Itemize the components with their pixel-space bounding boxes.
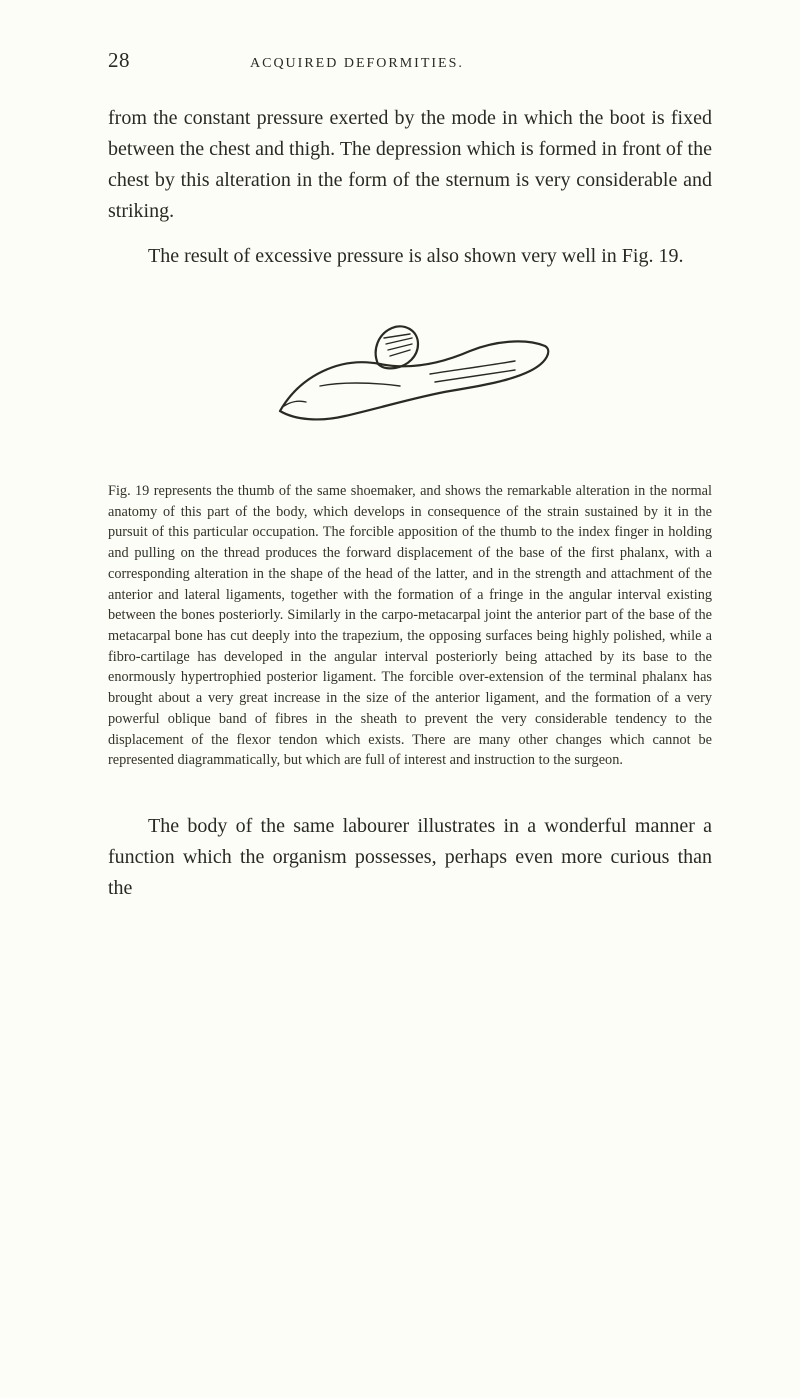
page-header: 28 ACQUIRED DEFORMITIES. — [108, 48, 712, 73]
paragraph-1: from the constant pressure exerted by th… — [108, 103, 712, 227]
figure-caption: Fig. 19 represents the thumb of the same… — [108, 481, 712, 771]
closing-paragraph: The body of the same labourer illustrate… — [108, 811, 712, 904]
paragraph-2: The result of excessive pressure is also… — [108, 241, 712, 272]
caption-label: Fig. 19 — [108, 483, 149, 499]
thumb-illustration — [260, 316, 560, 446]
caption-text: represents the thumb of the same shoemak… — [108, 483, 712, 768]
page: 28 ACQUIRED DEFORMITIES. from the consta… — [0, 0, 800, 1398]
running-title: ACQUIRED DEFORMITIES. — [250, 56, 464, 72]
page-number: 28 — [108, 48, 130, 73]
figure-19 — [108, 316, 712, 451]
